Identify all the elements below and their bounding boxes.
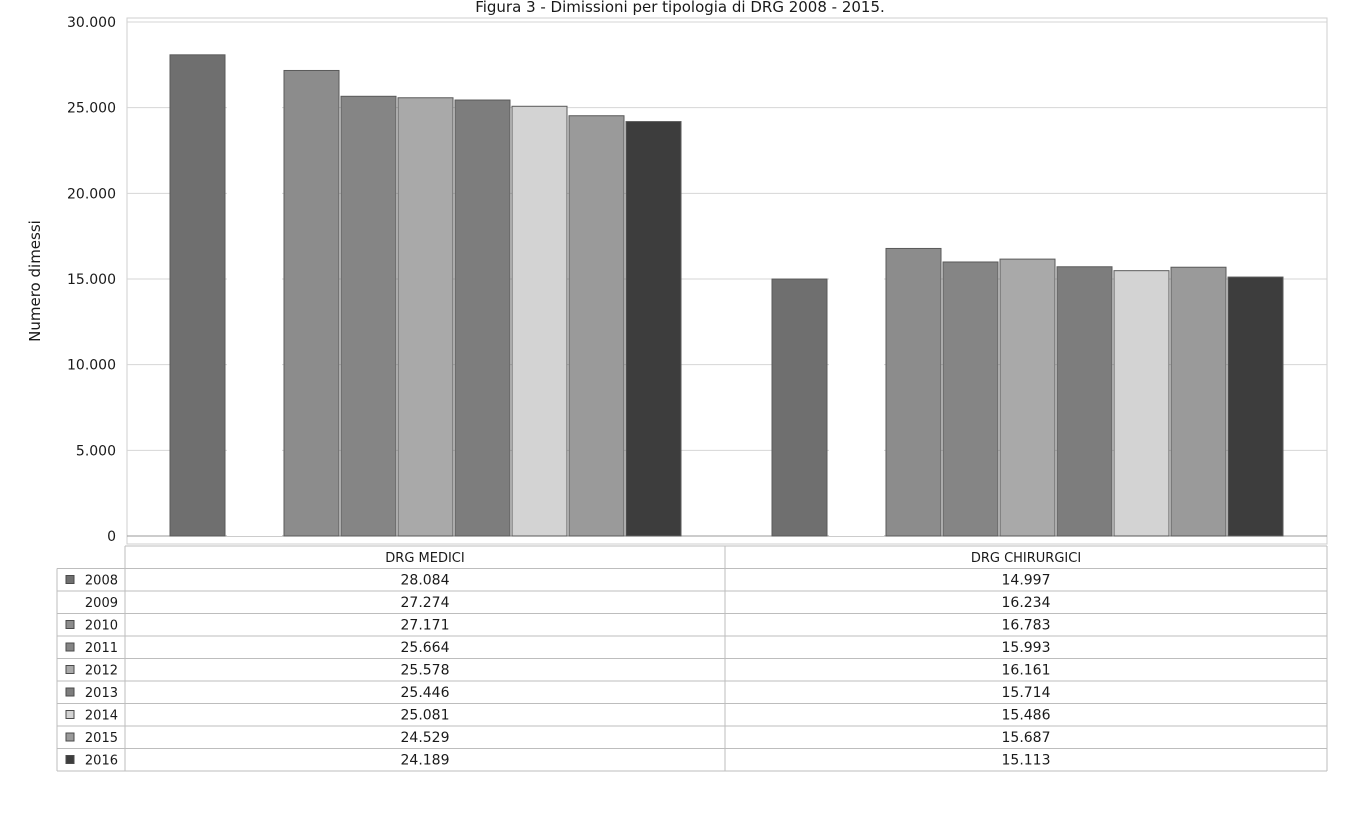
legend-label: 2009: [85, 596, 118, 611]
plot-area: [126, 17, 1328, 545]
data-label: 28.084: [401, 573, 450, 589]
data-label: 15.113: [1002, 753, 1051, 769]
data-label: 16.234: [1002, 595, 1051, 611]
legend-label: 2014: [85, 709, 118, 724]
y-tick-label: 5.000: [76, 443, 116, 459]
x-category-label: DRG MEDICI: [385, 551, 464, 566]
bar-2013-medici: [454, 99, 511, 537]
legend-label: 2015: [85, 731, 118, 746]
y-tick-label: 0: [107, 529, 116, 545]
legend-label: 2010: [85, 619, 118, 634]
bar-2010-chirurgici: [885, 247, 942, 537]
legend-swatch: [65, 642, 75, 652]
y-axis-label: Numero dimessi: [26, 220, 44, 342]
data-label: 24.529: [401, 730, 450, 746]
chart-title: Figura 3 - Dimissioni per tipologia di D…: [475, 0, 885, 16]
legend-swatch: [65, 620, 75, 629]
data-label: 15.687: [1002, 730, 1051, 746]
bars: [169, 54, 1284, 537]
data-label: 24.189: [401, 753, 450, 769]
data-label: 15.993: [1002, 640, 1051, 656]
data-label: 25.664: [401, 640, 450, 656]
legend-swatch: [65, 732, 75, 742]
data-label: 25.446: [401, 685, 450, 701]
data-label: 14.997: [1002, 573, 1051, 589]
bar-2015-medici: [568, 115, 625, 537]
data-label: 16.161: [1002, 663, 1051, 679]
x-category-label: DRG CHIRURGICI: [971, 551, 1081, 566]
data-label: 25.081: [401, 708, 450, 724]
legend-swatch: [65, 665, 75, 674]
bar-2010-medici: [283, 69, 340, 537]
bar-2009-chirurgici: [829, 257, 884, 536]
data-label: 15.714: [1002, 685, 1051, 701]
bar-2013-chirurgici: [1056, 266, 1113, 537]
legend-label: 2012: [85, 664, 118, 679]
bar-2016-medici: [625, 121, 682, 537]
bar-2008-chirurgici: [771, 278, 828, 537]
legend-label: 2011: [85, 641, 118, 656]
legend-label: 2016: [85, 754, 118, 769]
bar-2011-medici: [340, 95, 397, 537]
bar-2014-chirurgici: [1113, 270, 1170, 537]
y-tick-label: 15.000: [67, 272, 116, 288]
bar-2008-medici: [169, 54, 226, 537]
y-tick-label: 20.000: [67, 186, 116, 202]
bar-2014-medici: [511, 105, 568, 537]
data-label: 27.171: [401, 618, 450, 634]
y-axis-ticks: 0 5.000 10.000 15.000 20.000 25.000 30.000: [67, 15, 116, 545]
bar-2016-chirurgici: [1227, 276, 1284, 537]
legend-label: 2013: [85, 686, 118, 701]
bar-2015-chirurgici: [1170, 266, 1227, 537]
y-tick-label: 25.000: [67, 101, 116, 117]
bar-2009-medici: [227, 68, 282, 536]
data-label: 27.274: [401, 595, 450, 611]
legend-swatch: [65, 575, 75, 584]
data-label: 25.578: [401, 663, 450, 679]
y-tick-label: 30.000: [67, 15, 116, 31]
y-tick-label: 10.000: [67, 358, 116, 374]
legend-swatch: [65, 710, 75, 719]
legend-swatch: [65, 687, 75, 697]
legend-swatch: [65, 755, 75, 764]
bar-2012-medici: [397, 97, 454, 537]
data-label: 15.486: [1002, 708, 1051, 724]
data-table: DRG MEDICI DRG CHIRURGICI 2008 28.084 14.997…: [56, 545, 1328, 772]
bar-2012-chirurgici: [999, 258, 1056, 537]
data-label: 16.783: [1002, 618, 1051, 634]
bar-2011-chirurgici: [942, 261, 999, 537]
legend-label: 2008: [85, 574, 118, 589]
